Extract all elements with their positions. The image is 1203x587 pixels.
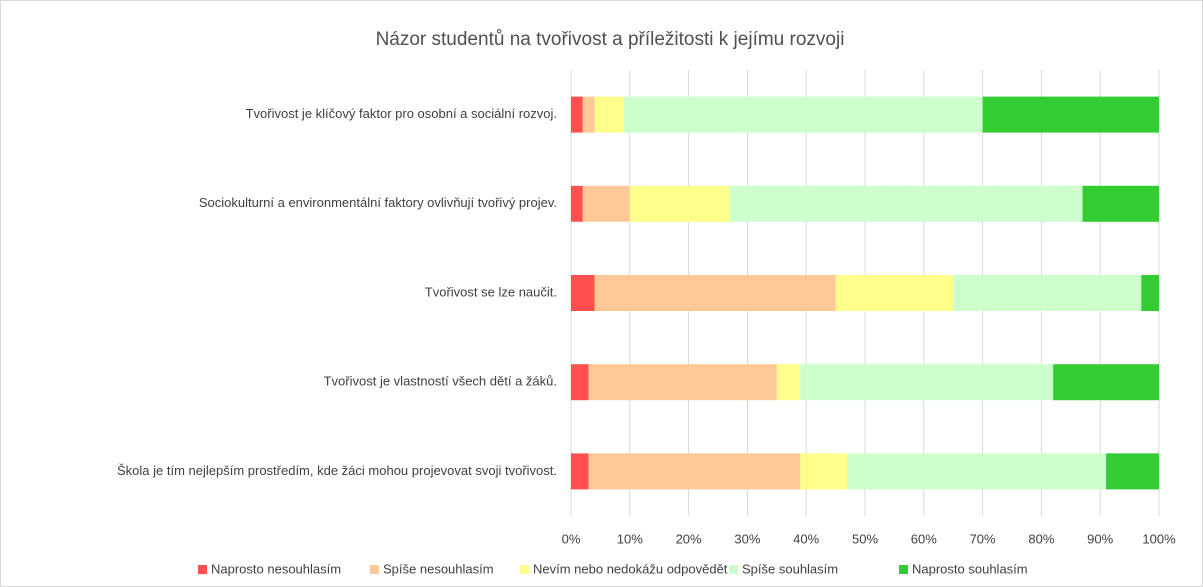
chart-title: Názor studentů na tvořivost a příležitos… [376, 29, 845, 50]
bar-segment [953, 275, 1142, 311]
bar-segment [729, 185, 1083, 222]
y-tick-label: Sociokulturní a environmentální faktory … [199, 195, 557, 210]
bar-segment [588, 364, 777, 401]
x-tick-label: 20% [676, 531, 702, 546]
bar-segment [588, 453, 801, 490]
x-tick-label: 30% [734, 531, 760, 546]
x-tick-label: 0% [562, 531, 581, 546]
legend-swatch [370, 565, 379, 574]
y-tick-label: Tvořivost je klíčový faktor pro osobní a… [246, 106, 557, 121]
legend-label: Naprosto souhlasím [912, 561, 1028, 576]
legend-label: Nevím nebo nedokážu odpovědět [533, 561, 728, 576]
legend-label: Naprosto nesouhlasím [211, 561, 341, 576]
x-tick-label: 50% [852, 531, 878, 546]
bar-segment [582, 185, 630, 222]
bar-segment [623, 96, 983, 133]
bar-segment [1106, 453, 1159, 490]
bar-segment [571, 364, 589, 401]
x-tick-label: 100% [1142, 531, 1176, 546]
legend-swatch [899, 565, 908, 574]
bar-segment [1082, 185, 1159, 222]
y-tick-label: Tvořivost je vlastností všech dětí a žák… [324, 374, 557, 389]
bar-segment [629, 185, 730, 222]
y-tick-label: Škola je tím nejlepším prostředím, kde ž… [117, 463, 557, 478]
legend-swatch [729, 565, 738, 574]
legend-swatch [520, 565, 529, 574]
x-tick-label: 70% [970, 531, 996, 546]
bar-segment [571, 275, 595, 311]
y-tick-label: Tvořivost se lze naučit. [425, 284, 557, 299]
bar-segment [582, 96, 595, 133]
x-tick-label: 10% [617, 531, 643, 546]
bar-segment [1053, 364, 1159, 401]
x-tick-label: 80% [1028, 531, 1054, 546]
bar-segment [571, 185, 583, 222]
bar-segment [1141, 275, 1159, 311]
bar-segment [776, 364, 801, 401]
x-tick-label: 90% [1087, 531, 1113, 546]
bar-segment [982, 96, 1159, 133]
legend-label: Spíše nesouhlasím [383, 561, 494, 576]
bar-segment [594, 96, 624, 133]
x-tick-label: 60% [911, 531, 937, 546]
bar-segment [800, 364, 1054, 401]
bar-segment [800, 453, 848, 490]
bar-segment [835, 275, 954, 311]
bar-segment [847, 453, 1107, 490]
bar-segment [594, 275, 836, 311]
bar-segment [571, 453, 589, 490]
x-tick-label: 40% [793, 531, 819, 546]
legend-swatch [198, 565, 207, 574]
bar-segment [571, 96, 583, 133]
legend-label: Spíše souhlasím [742, 561, 838, 576]
